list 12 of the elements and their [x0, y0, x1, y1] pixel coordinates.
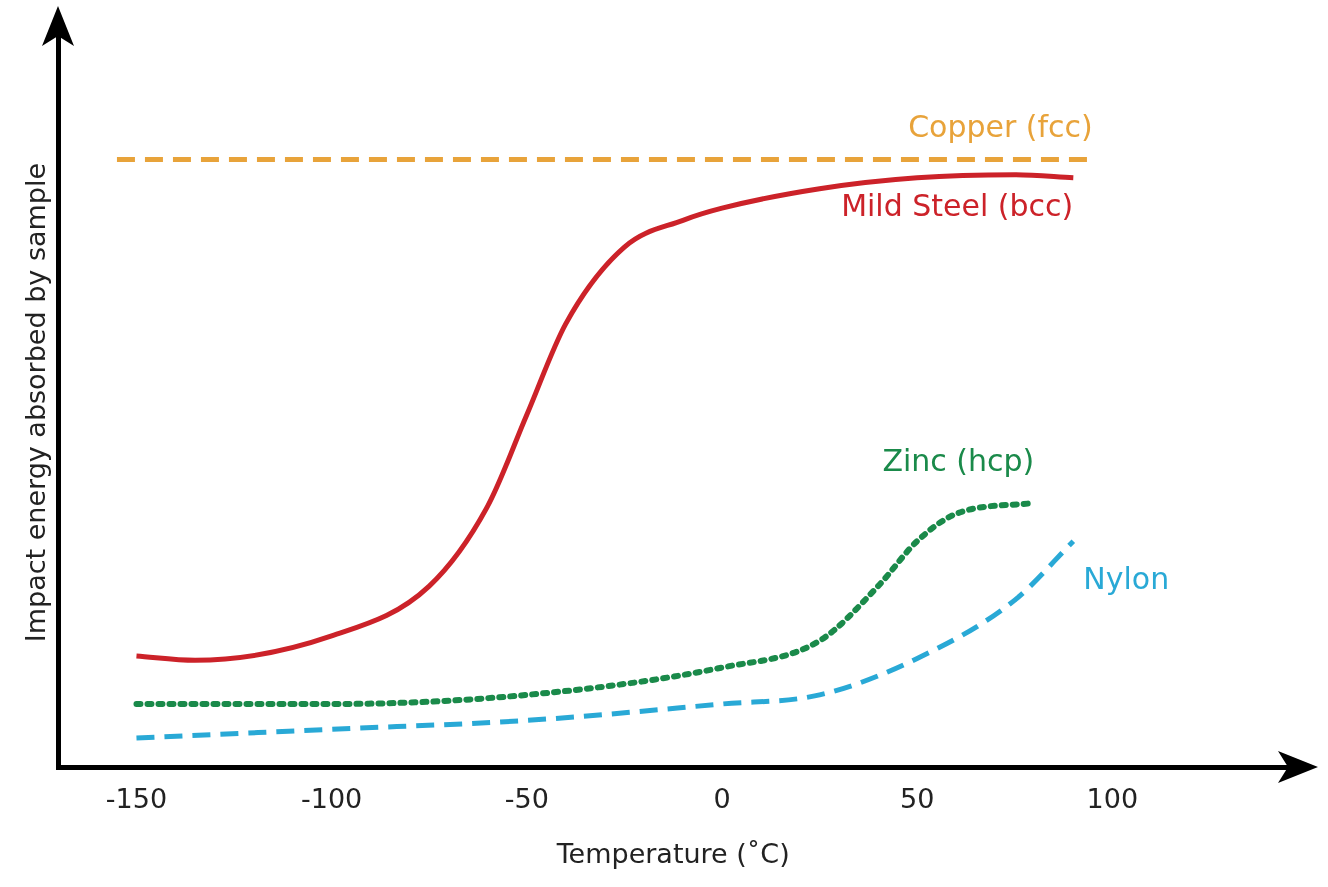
- x-tick-label: 100: [1086, 783, 1139, 815]
- series-label: Copper (fcc): [908, 109, 1093, 145]
- series-label: Nylon: [1083, 560, 1170, 596]
- x-tick-label: -50: [504, 783, 549, 815]
- x-tick-label: 50: [899, 783, 935, 815]
- series-label: Zinc (hcp): [882, 442, 1035, 478]
- x-tick-label: -100: [301, 783, 363, 815]
- series-label: Mild Steel (bcc): [841, 187, 1074, 223]
- y-axis-title: Impact energy absorbed by sample: [20, 162, 52, 643]
- x-tick-label: -150: [105, 783, 168, 815]
- x-tick-label: 0: [713, 783, 731, 815]
- x-axis-title: Temperature (˚C): [555, 837, 790, 869]
